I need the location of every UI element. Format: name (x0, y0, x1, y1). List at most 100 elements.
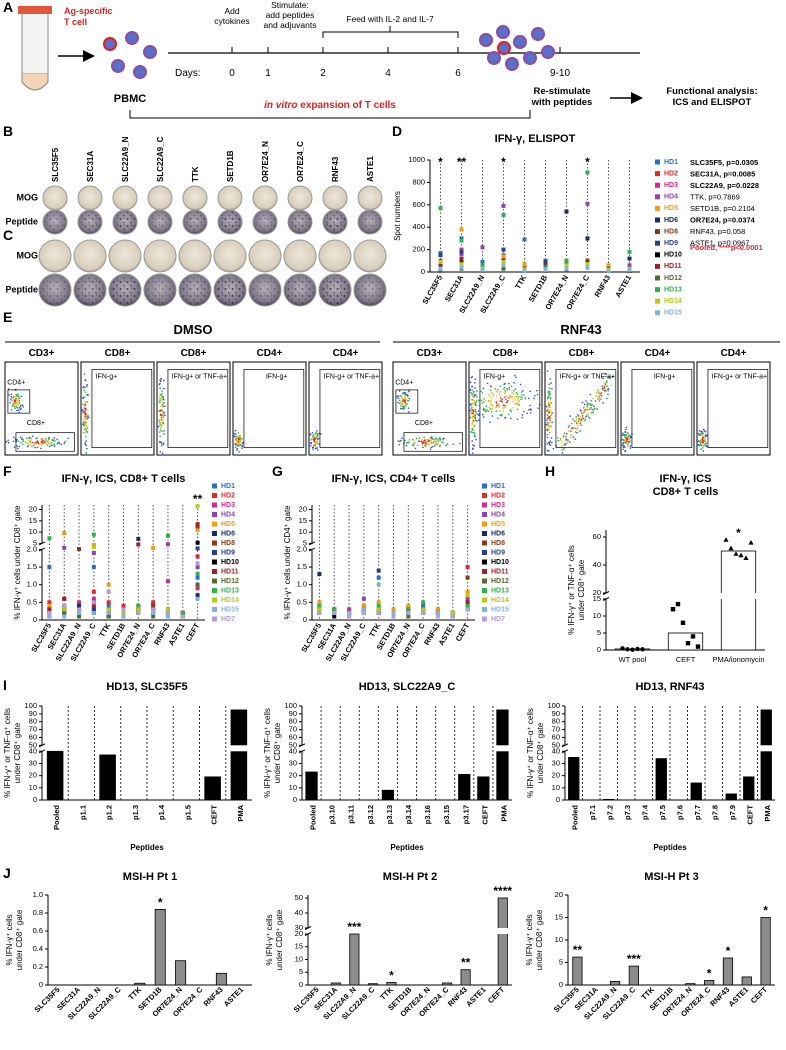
event-dot (521, 414, 524, 416)
data-point (195, 554, 200, 559)
event-dot (576, 431, 578, 434)
data-point (151, 607, 156, 612)
event-dot (412, 443, 415, 445)
data-point (690, 634, 696, 639)
data-point (522, 262, 527, 267)
row-label: Peptide (5, 216, 38, 226)
event-dot (64, 440, 66, 443)
data-point (151, 545, 156, 550)
legend-label: HD6 (221, 530, 235, 537)
event-dot (496, 391, 499, 393)
legend-swatch (212, 521, 217, 527)
event-dot (452, 443, 455, 446)
event-dot (482, 416, 485, 418)
data-point (501, 247, 506, 252)
bar (497, 897, 508, 986)
event-dot (478, 419, 480, 421)
y-tick-label: 20 (295, 929, 303, 938)
event-dot (476, 396, 478, 398)
event-dot (705, 442, 707, 445)
event-dot (524, 396, 526, 398)
event-dot (475, 394, 477, 396)
event-dot (84, 400, 86, 403)
legend-label: HD4 (221, 511, 235, 518)
event-dot (471, 427, 474, 430)
step-label: add peptides (266, 10, 315, 20)
data-point (435, 607, 440, 612)
event-dot (240, 439, 242, 442)
data-point (106, 582, 111, 587)
legend-swatch (482, 578, 487, 584)
event-dot (316, 435, 319, 438)
event-dot (428, 439, 430, 442)
event-dot (400, 405, 402, 407)
event-dot (398, 390, 401, 392)
y-tick-label: 0.2 (33, 962, 43, 971)
event-dot (438, 438, 441, 440)
event-dot (491, 415, 494, 417)
x-tick-label: p3.16 (423, 805, 432, 824)
event-dot (496, 417, 499, 420)
event-dot (629, 437, 632, 439)
data-point (317, 610, 322, 615)
data-point (47, 607, 52, 612)
event-dot (84, 443, 87, 446)
panel-label: B (3, 123, 13, 139)
event-dot (85, 440, 87, 442)
y-tick-label: 10 (552, 783, 560, 792)
event-dot (506, 400, 509, 403)
event-dot (404, 395, 407, 398)
event-dot (20, 395, 23, 398)
event-dot (56, 438, 58, 441)
event-dot (704, 430, 707, 433)
data-point (501, 256, 506, 261)
event-dot (234, 446, 237, 448)
event-dot (548, 429, 550, 431)
event-dot (490, 410, 493, 413)
event-dot (505, 398, 507, 401)
event-dot (240, 444, 242, 446)
event-dot (547, 415, 550, 418)
event-dot (515, 403, 518, 405)
well-spots (254, 211, 276, 233)
event-dot (41, 443, 43, 445)
event-dot (626, 439, 628, 442)
event-dot (237, 432, 240, 434)
legend-label: HD9 (491, 549, 505, 556)
event-dot (522, 390, 524, 392)
legend-swatch (482, 483, 487, 489)
data-point (543, 259, 548, 264)
event-dot (516, 408, 519, 411)
gene-label: RNF43 (331, 156, 340, 182)
legend-swatch (655, 310, 660, 316)
event-dot (574, 427, 576, 430)
well-spots (180, 275, 210, 305)
x-tick-label: TTK (127, 985, 144, 1002)
data-point (459, 252, 464, 257)
y-tick-label: 0 (559, 980, 563, 989)
event-dot (574, 438, 577, 440)
event-dot (160, 377, 162, 380)
data-point (543, 267, 548, 272)
event-dot (548, 394, 550, 396)
event-dot (469, 389, 472, 391)
event-dot (513, 382, 515, 384)
event-dot (597, 389, 599, 392)
step-label: Stimulate: (271, 0, 309, 10)
event-dot (85, 420, 87, 423)
event-dot (517, 398, 520, 400)
significance-label: * (707, 967, 712, 981)
event-dot (593, 405, 595, 408)
event-dot (34, 437, 37, 440)
event-dot (408, 439, 411, 441)
bar (655, 758, 667, 801)
event-dot (629, 434, 631, 437)
event-dot (546, 436, 549, 439)
significance-label: **** (493, 884, 512, 898)
event-dot (58, 441, 60, 443)
event-dot (18, 401, 20, 403)
well-spots (110, 275, 140, 305)
data-point (564, 258, 569, 263)
event-dot (496, 404, 498, 407)
